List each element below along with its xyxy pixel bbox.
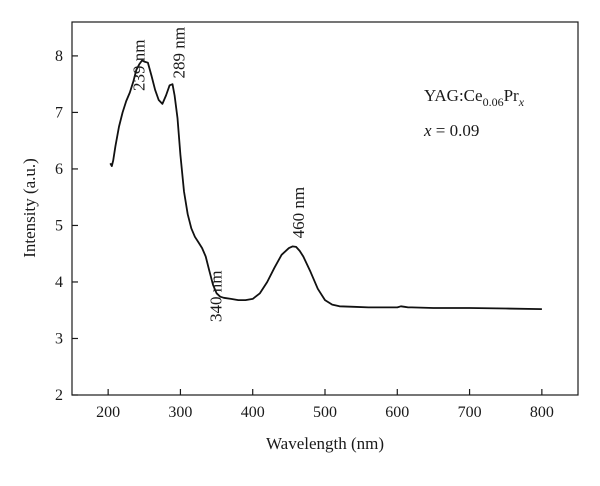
y-tick-label: 7 xyxy=(55,104,63,121)
legend-x-var: x xyxy=(423,121,432,140)
x-tick-label: 300 xyxy=(168,404,192,421)
y-tick-label: 3 xyxy=(55,330,63,347)
y-axis-title: Intensity (a.u.) xyxy=(20,158,39,258)
series-line xyxy=(109,59,542,310)
legend-sample-pr: Pr xyxy=(504,86,519,105)
y-axis: 2 3 4 5 6 7 8 xyxy=(55,48,78,404)
x-tick-label: 400 xyxy=(241,404,265,421)
legend-sample-prefix: YAG:Ce xyxy=(424,86,483,105)
x-tick-label: 700 xyxy=(458,404,482,421)
x-tick-label: 200 xyxy=(96,404,120,421)
x-tick-label: 500 xyxy=(313,404,337,421)
y-tick-label: 4 xyxy=(55,274,63,291)
legend-x-value: x = 0.09 xyxy=(423,121,479,140)
x-tick-label: 800 xyxy=(530,404,554,421)
y-tick-label: 5 xyxy=(55,217,63,234)
x-tick-label: 600 xyxy=(385,404,409,421)
legend-sample-x-sub: x xyxy=(518,95,525,109)
legend-x-eq: = 0.09 xyxy=(432,121,480,140)
annotations: 239 nm 289 nm 340 nm 460 nm xyxy=(129,27,308,322)
peak-annotation: 340 nm xyxy=(206,271,225,322)
peak-annotation: 239 nm xyxy=(129,40,148,91)
x-axis: 200 300 400 500 600 700 800 xyxy=(96,389,554,421)
y-tick-label: 8 xyxy=(55,48,63,65)
legend-sample: YAG:Ce0.06Prx xyxy=(424,86,525,109)
legend-sample-ce-sub: 0.06 xyxy=(483,95,504,109)
y-tick-label: 6 xyxy=(55,161,63,178)
x-axis-title: Wavelength (nm) xyxy=(266,434,384,453)
peak-annotation: 289 nm xyxy=(170,27,189,78)
y-tick-label: 2 xyxy=(55,387,63,404)
peak-annotation: 460 nm xyxy=(289,187,308,238)
